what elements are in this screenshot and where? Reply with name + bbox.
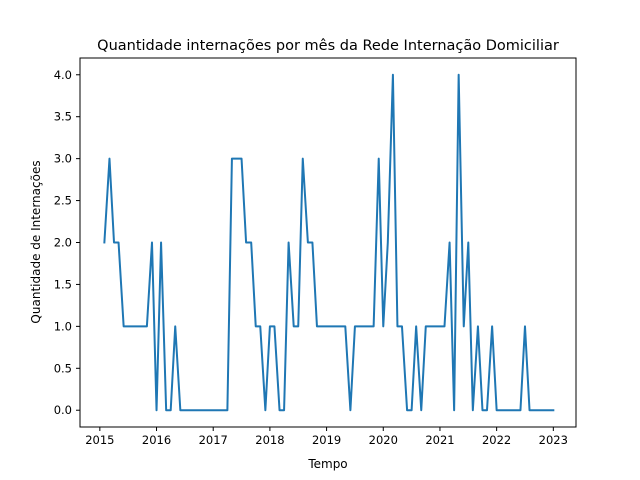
y-tick-label: 1.0	[54, 319, 72, 333]
series-line-0	[103, 73, 555, 412]
x-tick-label: 2022	[482, 433, 511, 447]
x-tick-label: 2015	[85, 433, 114, 447]
x-tick-label: 2016	[142, 433, 171, 447]
y-tick-label: 0.5	[54, 361, 72, 375]
plot-area: 2015 2016 2017 2018 2019 2020 2021 2022 2023 0.0 0…	[54, 57, 577, 447]
y-tick-label: 1.5	[54, 277, 72, 291]
x-tick-label: 2021	[425, 433, 454, 447]
y-tick-label: 0.0	[54, 403, 72, 417]
x-axis-label: Tempo	[307, 457, 347, 471]
x-tick-label: 2023	[539, 433, 568, 447]
x-tick-label: 2017	[199, 433, 228, 447]
y-tick-label: 2.5	[54, 194, 72, 208]
y-tick-label: 3.0	[54, 152, 72, 166]
chart-title: Quantidade internações por mês da Rede I…	[97, 38, 559, 54]
x-tick-label: 2019	[312, 433, 341, 447]
x-tick-label: 2020	[369, 433, 398, 447]
y-tick-label: 4.0	[54, 68, 72, 82]
x-tick-label: 2018	[255, 433, 284, 447]
y-tick-label: 2.0	[54, 236, 72, 250]
y-tick-label: 3.5	[54, 110, 72, 124]
y-axis-label: Quantidade de Internações	[29, 160, 43, 323]
